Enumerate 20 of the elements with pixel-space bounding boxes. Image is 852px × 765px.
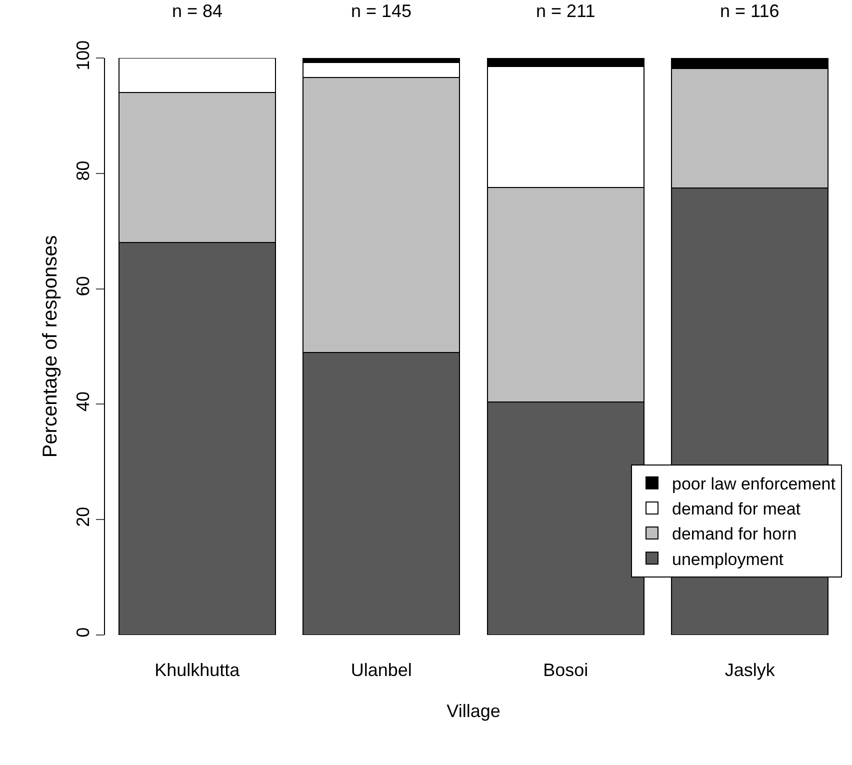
y-tick-label: 60 <box>72 276 93 296</box>
y-tick-label: 40 <box>72 391 93 412</box>
x-tick-label: Ulanbel <box>350 660 412 680</box>
legend-label: demand for horn <box>672 524 797 544</box>
y-tick-label: 80 <box>72 160 93 181</box>
text: n = 211 <box>536 1 596 21</box>
legend-label: demand for meat <box>672 500 801 519</box>
y-tick-label: 0 <box>72 627 93 638</box>
text: n = 84 <box>172 1 223 21</box>
y-tick-label: 20 <box>72 506 93 527</box>
y-axis-title: Percentage of responses <box>39 235 62 458</box>
x-tick-label: Jaslyk <box>724 660 776 680</box>
x-tick-label: Bosoi <box>543 660 588 680</box>
text: n = 116 <box>720 1 780 21</box>
y-tick-label: 100 <box>72 40 93 70</box>
text: n = 145 <box>351 1 412 21</box>
x-tick-label: Khulkhutta <box>154 660 241 680</box>
x-axis-title: Village <box>446 701 500 722</box>
legend-label: unemployment <box>672 550 784 569</box>
legend-label: poor law enforcement <box>672 474 836 494</box>
